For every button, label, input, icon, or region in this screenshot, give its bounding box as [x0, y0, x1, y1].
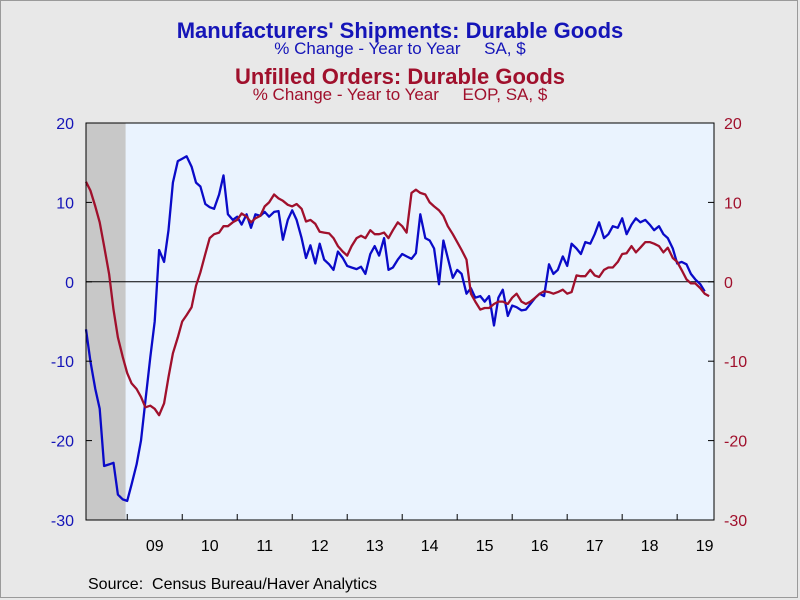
left-axis-tick-label: 10 [56, 195, 74, 212]
right-axis-tick-label: -10 [724, 354, 747, 371]
shipments-title: Manufacturers' Shipments: Durable Goods [176, 18, 624, 43]
x-axis-tick-label: 18 [641, 538, 659, 555]
left-axis-tick-label: -20 [51, 434, 74, 451]
x-axis-tick-label: 19 [696, 538, 714, 555]
x-axis-tick-label: 14 [421, 538, 439, 555]
x-axis-tick-label: 11 [256, 538, 273, 555]
right-axis-tick-label: 0 [724, 275, 733, 292]
unfilled-orders-subtitle: % Change - Year to Year EOP, SA, $ [252, 85, 548, 104]
x-axis-tick-label: 12 [311, 538, 329, 555]
right-axis-tick-label: 10 [724, 195, 742, 212]
right-axis-tick-label: -20 [724, 434, 747, 451]
shipments-series-line [84, 155, 706, 503]
x-axis-tick-label: 10 [201, 538, 219, 555]
x-axis-tick-label: 09 [146, 538, 164, 555]
recession-shading [86, 123, 126, 520]
left-axis-tick-label: -10 [51, 354, 74, 371]
source-note: Source: Census Bureau/Haver Analytics [88, 576, 378, 593]
shipments-subtitle: % Change - Year to Year SA, $ [274, 39, 526, 58]
x-axis-tick-label: 17 [586, 538, 604, 555]
unfilled-orders-title: Unfilled Orders: Durable Goods [234, 64, 566, 89]
right-axis-tick-label: 20 [724, 116, 742, 133]
x-axis-tick-label: 16 [531, 538, 549, 555]
left-axis-tick-label: 20 [56, 116, 74, 133]
right-axis-tick-label: -30 [724, 513, 747, 530]
unfilled-orders-series-line [84, 181, 710, 417]
plot-border [85, 122, 715, 521]
x-axis-tick-label: 15 [476, 538, 494, 555]
x-axis-tick-label: 13 [366, 538, 384, 555]
left-axis-tick-label: -30 [51, 513, 74, 530]
left-axis-tick-label: 0 [65, 275, 74, 292]
plot-area [86, 123, 714, 520]
